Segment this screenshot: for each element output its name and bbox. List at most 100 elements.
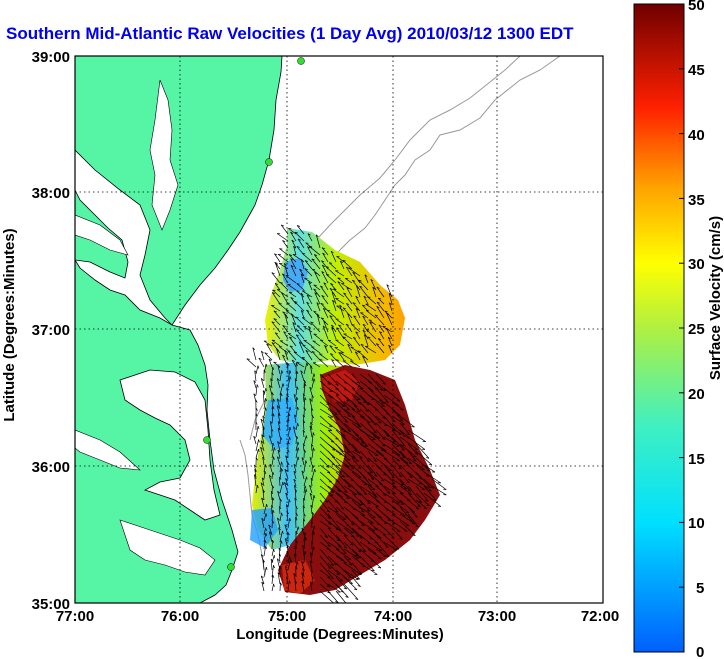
velocity-vector (335, 478, 348, 493)
velocity-vector-head (335, 510, 339, 513)
velocity-vector (327, 555, 338, 566)
velocity-vector-head (261, 378, 264, 381)
velocity-vector (359, 450, 370, 462)
velocity-vector-head (320, 302, 324, 305)
velocity-vector-head (339, 304, 343, 308)
velocity-vector (377, 338, 385, 347)
velocity-vector-head (288, 499, 291, 503)
velocity-vector-head (273, 583, 275, 587)
velocity-vector (352, 272, 361, 284)
velocity-vector-head (355, 331, 359, 334)
velocity-vector-head (363, 483, 367, 486)
velocity-vector-head (340, 260, 343, 264)
velocity-vector (351, 457, 362, 469)
velocity-vector-head (367, 502, 371, 505)
velocity-vector (319, 520, 332, 529)
velocity-vector (308, 246, 321, 256)
velocity-vector-head (326, 274, 330, 276)
velocity-vector (346, 303, 353, 312)
velocity-vector-head (376, 343, 380, 346)
velocity-vector-head (258, 439, 260, 443)
velocity-vector (335, 436, 351, 453)
velocity-vector-head (270, 558, 274, 562)
velocity-vector (310, 366, 313, 375)
velocity-vector (309, 485, 313, 494)
velocity-vector-head (353, 315, 357, 318)
velocity-vector-head (307, 233, 311, 236)
velocity-vector (423, 471, 441, 484)
velocity-vector (313, 333, 321, 340)
velocity-vector-head (348, 576, 352, 579)
velocity-vector-head (288, 254, 293, 256)
velocity-vector (343, 569, 359, 580)
velocity-vector (283, 331, 289, 340)
velocity-vector-head (326, 466, 330, 468)
velocity-vector-head (309, 560, 313, 564)
velocity-vector (319, 548, 335, 566)
velocity-vector (389, 302, 393, 312)
velocity-vector-head (384, 310, 388, 313)
velocity-vector-head (302, 344, 306, 346)
velocity-vectors (246, 224, 447, 603)
velocity-vector-head (361, 524, 365, 527)
velocity-vector-head (399, 419, 404, 422)
velocity-vector (263, 513, 267, 522)
velocity-vector-head (273, 565, 275, 569)
velocity-vector (296, 361, 305, 368)
velocity-vector-head (281, 370, 284, 374)
velocity-vector-head (413, 459, 417, 462)
velocity-vector (375, 429, 386, 440)
velocity-vector (343, 520, 360, 537)
velocity-vector (335, 590, 347, 603)
velocity-vector (322, 325, 329, 340)
velocity-vector (327, 422, 346, 437)
velocity-vector-head (269, 531, 272, 535)
velocity-vector-head (273, 398, 275, 402)
velocity-vector-head (282, 311, 286, 314)
velocity-vector-head (273, 318, 277, 320)
velocity-vector (293, 464, 297, 473)
velocity-vector-head (274, 282, 278, 285)
velocity-vector-head (407, 433, 411, 436)
velocity-vector-head (415, 525, 419, 528)
velocity-vector (319, 373, 331, 385)
velocity-vector (391, 478, 408, 490)
velocity-vector (255, 448, 259, 459)
velocity-vector (301, 457, 305, 466)
velocity-vector (387, 337, 393, 347)
velocity-vector-head (363, 295, 367, 298)
velocity-vector (268, 358, 273, 368)
velocity-vector (367, 443, 384, 456)
velocity-vector-head (255, 399, 258, 403)
sound-south (119, 519, 216, 576)
velocity-vector (343, 333, 353, 340)
velocity-vector-head (289, 407, 292, 411)
velocity-vector (321, 271, 329, 284)
velocity-vector (407, 485, 423, 503)
velocity-vector (365, 303, 377, 312)
velocity-vector (343, 443, 356, 459)
velocity-vector-head (325, 266, 329, 268)
velocity-vector (271, 548, 274, 557)
velocity-vector (271, 442, 274, 452)
velocity-vector-head (304, 383, 307, 387)
velocity-vector-head (287, 462, 290, 466)
velocity-vector-head (362, 355, 366, 359)
velocity-vector (367, 422, 377, 434)
velocity-vector (374, 314, 385, 326)
velocity-vector-head (272, 442, 275, 446)
velocity-vector (311, 378, 315, 389)
velocity-vector-head (342, 336, 346, 339)
velocity-vector-head (330, 250, 334, 254)
velocity-vector (326, 274, 337, 284)
velocity-vector-head (383, 473, 387, 476)
velocity-vector-head (316, 313, 320, 317)
velocity-vector-head (357, 585, 361, 587)
velocity-vector (335, 450, 351, 461)
velocity-vector (383, 401, 401, 416)
velocity-vector (271, 272, 281, 284)
velocity-vector-head (400, 483, 404, 486)
velocity-vector (407, 506, 418, 518)
velocity-vector (287, 427, 291, 438)
velocity-vector-head (261, 497, 264, 501)
